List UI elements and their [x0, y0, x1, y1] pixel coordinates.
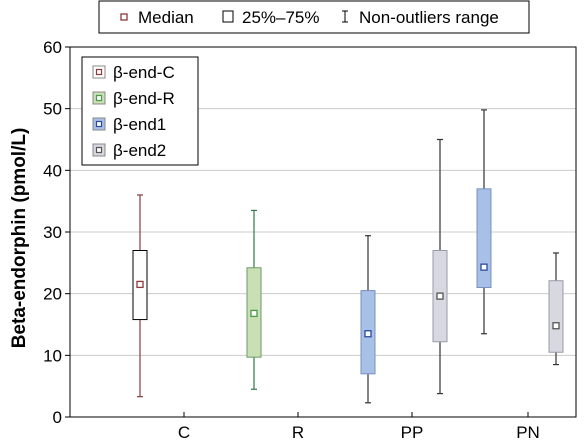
y-tick-label: 60 — [43, 38, 62, 57]
legend-marker — [95, 68, 103, 76]
x-axis: C R PP PN — [178, 412, 540, 441]
x-tick-label: PP — [401, 423, 424, 441]
iqr-box — [548, 280, 564, 353]
y-tick-label: 30 — [43, 223, 62, 242]
legend-label: β-end-C — [113, 63, 175, 82]
boxplot-PP-3 — [432, 138, 448, 395]
median-legend-icon — [120, 13, 128, 21]
legend-marker — [95, 94, 103, 102]
y-tick-label: 50 — [43, 100, 62, 119]
median-marker — [480, 263, 488, 271]
legend-label: β-end1 — [113, 115, 166, 134]
median-marker — [364, 330, 372, 338]
median-marker — [136, 280, 144, 289]
boxplots — [132, 109, 564, 404]
legend-marker — [95, 146, 103, 154]
legend-label: β-end2 — [113, 141, 166, 160]
boxplot-PN-2 — [476, 109, 492, 335]
y-tick-label: 10 — [43, 346, 62, 365]
median-marker — [552, 322, 560, 330]
legend-marker — [95, 120, 103, 128]
y-tick-label: 0 — [53, 408, 62, 427]
x-tick-label: R — [292, 423, 304, 441]
top-legend: Median 25%–75% Non-outliers range — [98, 0, 530, 34]
median-marker — [250, 309, 258, 318]
boxplot-PP-2 — [360, 235, 376, 404]
boxplot-PN-3 — [548, 252, 564, 366]
top-legend-frame — [98, 0, 530, 34]
x-tick-label: C — [178, 423, 190, 441]
y-axis: 0 10 20 30 40 50 60 — [43, 38, 70, 427]
series-legend: β-end-C β-end-R β-end1 β-end2 — [81, 56, 199, 166]
boxplot-C-0 — [132, 194, 148, 398]
y-tick-label: 20 — [43, 285, 62, 304]
y-tick-label: 40 — [43, 161, 62, 180]
x-tick-label: PN — [516, 423, 540, 441]
y-axis-label: Beta-endorphin (pmol/L) — [9, 128, 30, 349]
top-legend-label: Median — [138, 8, 194, 27]
legend-label: β-end-R — [113, 89, 175, 108]
box-legend-icon — [222, 10, 234, 23]
top-legend-label: Non-outliers range — [359, 8, 499, 27]
boxplot-R-1 — [246, 209, 262, 390]
iqr-box — [476, 188, 492, 288]
median-marker — [436, 292, 444, 300]
top-legend-label: 25%–75% — [242, 8, 320, 27]
